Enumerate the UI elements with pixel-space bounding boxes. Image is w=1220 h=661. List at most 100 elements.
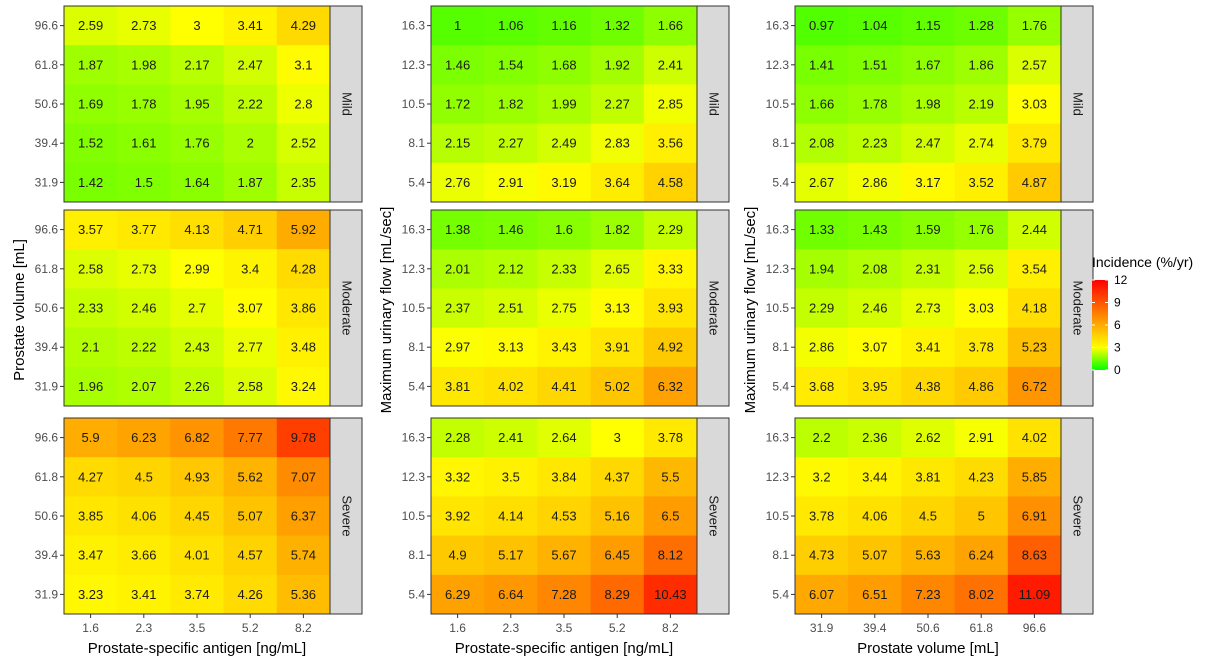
legend-tick-label: 0 [1114,363,1121,377]
cell-value-label: 6.37 [291,509,316,524]
y-tick-label: 31.9 [35,175,59,189]
y-tick-label: 61.8 [35,470,59,484]
cell-value-label: 2.27 [605,97,630,112]
cell-value-label: 1.59 [915,222,940,237]
x-tick-label: 8.2 [662,621,679,635]
cell-value-label: 5.92 [291,222,316,237]
heatmap-cell [223,574,278,615]
cell-value-label: 2.29 [809,301,834,316]
cell-value-label: 3.03 [1022,97,1047,112]
cell-value-label: 1.43 [862,222,887,237]
heatmap-cell [64,249,118,289]
heatmap-cell [537,418,592,458]
cell-value-label: 4.27 [78,469,103,484]
heatmap-cell [1007,162,1062,203]
y-tick-label: 5.4 [408,587,425,601]
cell-value-label: 2.97 [445,340,470,355]
heatmap-cell [1007,535,1062,576]
cell-value-label: 3.78 [809,509,834,524]
heatmap-cell [484,288,538,329]
heatmap-cell [537,327,592,368]
cell-value-label: 2.91 [498,175,523,190]
y-tick-label: 39.4 [35,136,59,150]
heatmap-cell [643,288,698,329]
heatmap-cell [117,45,171,85]
y-tick-label: 16.3 [766,19,790,33]
cell-value-label: 5.02 [605,379,630,394]
cell-value-label: 6.23 [131,430,156,445]
cell-value-label: 1.46 [498,222,523,237]
heatmap-cell [170,457,225,497]
heatmap-cell [64,327,118,368]
cell-value-label: 3.84 [551,469,576,484]
legend-title: Incidence (%/yr) [1092,254,1193,270]
cell-value-label: 0.97 [809,18,834,33]
cell-value-label: 4.28 [291,261,316,276]
legend-tick-label: 3 [1114,341,1121,355]
cell-value-label: 3.79 [1022,136,1047,151]
heatmap-cell [1007,6,1062,46]
heatmap-cell [431,288,485,329]
heatmap-cell [954,366,1009,407]
cell-value-label: 1.61 [131,136,156,151]
heatmap-cell [223,418,278,458]
cell-value-label: 5.9 [82,430,100,445]
legend-tick-label: 6 [1114,318,1121,332]
cell-value-label: 1.51 [862,57,887,72]
heatmap-cell [954,535,1009,576]
cell-value-label: 2.26 [184,379,209,394]
cell-value-label: 2.28 [445,430,470,445]
facet-strip-label: Mild [707,92,722,116]
heatmap-cell [170,535,225,576]
heatmap-cell [117,496,171,537]
heatmap-cell [276,535,331,576]
heatmap-cell [643,457,698,497]
cell-value-label: 6.24 [969,548,994,563]
heatmap-cell [117,418,171,458]
y-tick-label: 8.1 [772,136,789,150]
cell-value-label: 4.02 [1022,430,1047,445]
x-tick-label: 3.5 [189,621,206,635]
heatmap-cell [1007,457,1062,497]
cell-value-label: 3.91 [605,340,630,355]
heatmap-cell [276,574,331,615]
cell-value-label: 4.45 [184,509,209,524]
y-tick-label: 10.5 [766,509,790,523]
cell-value-label: 4.26 [238,587,263,602]
heatmap-cell [64,162,118,203]
heatmap-cell [901,327,956,368]
facet-strip-label: Moderate [707,281,722,336]
x-axis-title: Prostate volume [mL] [857,640,999,657]
cell-value-label: 1.41 [809,57,834,72]
y-tick-label: 39.4 [35,548,59,562]
heatmap-cell [64,6,118,46]
cell-value-label: 2.77 [238,340,263,355]
heatmap-cell [223,210,278,250]
cell-value-label: 4.23 [969,469,994,484]
x-tick-label: 1.6 [449,621,466,635]
x-tick-label: 5.2 [242,621,259,635]
heatmap-cell [223,496,278,537]
cell-value-label: 2.65 [605,261,630,276]
y-tick-label: 61.8 [35,262,59,276]
y-tick-label: 10.5 [402,301,426,315]
heatmap-cell [64,45,118,85]
heatmap-cell [431,496,485,537]
heatmap-cell [1007,123,1062,164]
heatmap-cell [223,123,278,164]
y-tick-label: 16.3 [766,431,790,445]
legend-colorbar [1092,280,1108,370]
heatmap-cell [223,6,278,46]
heatmap-cell [64,210,118,250]
y-tick-label: 16.3 [402,223,426,237]
y-tick-label: 12.3 [402,470,426,484]
cell-value-label: 3.93 [658,301,683,316]
cell-value-label: 1.28 [969,18,994,33]
y-tick-label: 96.6 [35,431,59,445]
y-tick-label: 8.1 [772,548,789,562]
cell-value-label: 3.52 [969,175,994,190]
heatmap-cell [590,535,645,576]
heatmap-cell [431,366,485,407]
cell-value-label: 1.06 [498,18,523,33]
cell-value-label: 4.9 [449,548,467,563]
